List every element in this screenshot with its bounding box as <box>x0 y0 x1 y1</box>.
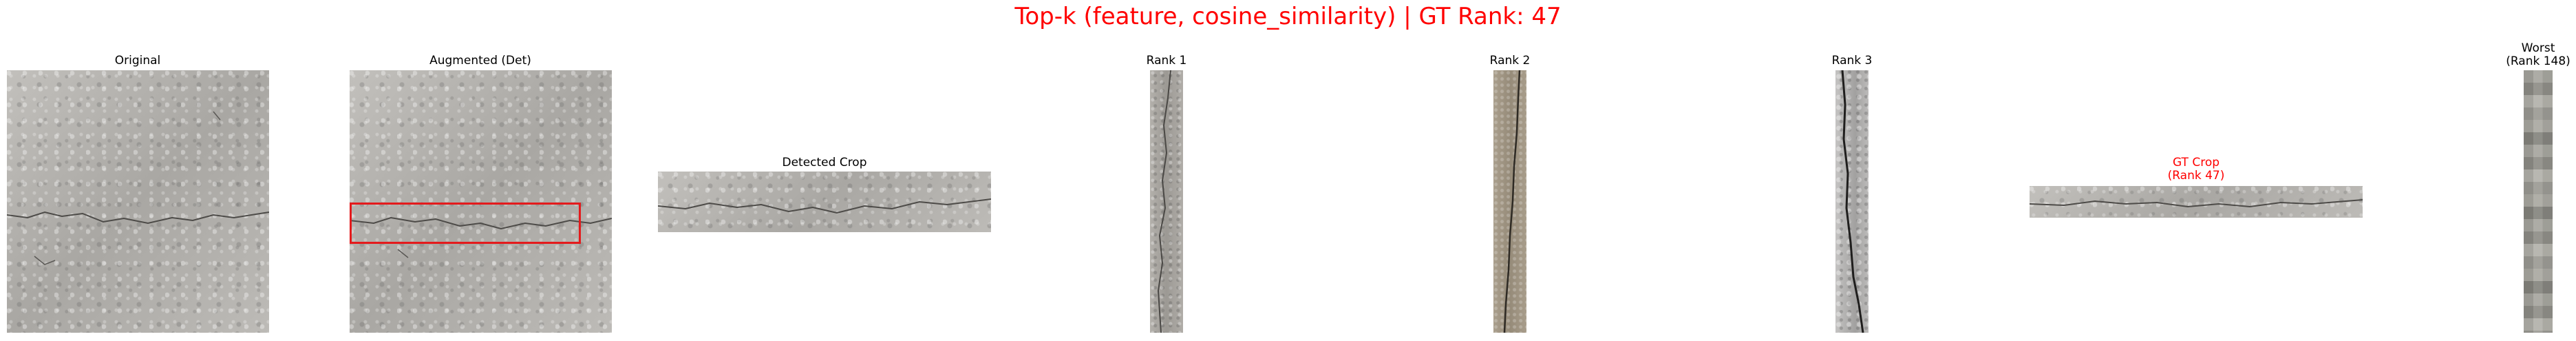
rank3-label: Rank 3 <box>1831 54 1873 68</box>
rank2-image <box>1493 70 1526 333</box>
rank3-image <box>1835 70 1869 333</box>
augmented-image <box>350 70 612 333</box>
detected-crop-label: Detected Crop <box>782 156 867 169</box>
rank1-image <box>1150 70 1183 333</box>
original-label: Original <box>114 54 161 68</box>
gt-crop-label-line2: (Rank 47) <box>2167 169 2225 183</box>
rank1-label: Rank 1 <box>1146 54 1187 68</box>
gt-crop-label-line1: GT Crop <box>2172 156 2220 169</box>
figure-title: Top-k (feature, cosine_similarity) | GT … <box>1014 3 1562 30</box>
detection-bounding-box <box>350 203 581 244</box>
gt-crop-image <box>2030 186 2363 218</box>
worst-image-shading <box>2524 70 2553 333</box>
original-image <box>7 70 269 333</box>
rank2-label: Rank 2 <box>1489 54 1531 68</box>
detected-crop-image <box>658 172 991 232</box>
augmented-label: Augmented (Det) <box>429 54 531 68</box>
worst-image <box>2524 70 2553 333</box>
worst-label-line1: Worst <box>2521 41 2555 55</box>
worst-label-line2: (Rank 148) <box>2506 54 2570 68</box>
